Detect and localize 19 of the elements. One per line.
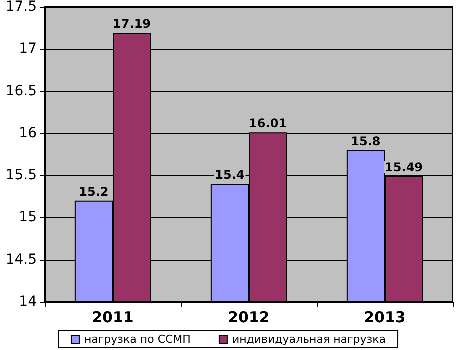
legend-label: нагрузка по ССМП: [84, 333, 191, 346]
x-tick-label: 2012: [228, 308, 270, 326]
y-tick-label: 14: [19, 294, 38, 310]
data-label: 16.01: [249, 116, 288, 131]
legend-label: индивидуальная нагрузка: [232, 333, 386, 346]
y-tick-label: 17.5: [6, 0, 37, 15]
data-label: 15.8: [351, 134, 381, 148]
y-tick-label: 14.5: [6, 252, 37, 268]
data-label: 17.19: [113, 17, 152, 32]
data-label: 15.2: [79, 184, 109, 199]
y-tick-label: 15: [19, 210, 37, 226]
y-tick-label: 16: [19, 125, 38, 142]
x-tick-label: 2011: [92, 308, 134, 326]
data-label: 15.4: [215, 168, 245, 182]
y-tick-label: 16.5: [6, 83, 37, 100]
x-tick-label: 2013: [364, 308, 406, 326]
y-tick-label: 15.5: [6, 168, 37, 184]
data-label: 15.49: [385, 160, 424, 174]
y-tick-label: 17: [19, 41, 37, 58]
